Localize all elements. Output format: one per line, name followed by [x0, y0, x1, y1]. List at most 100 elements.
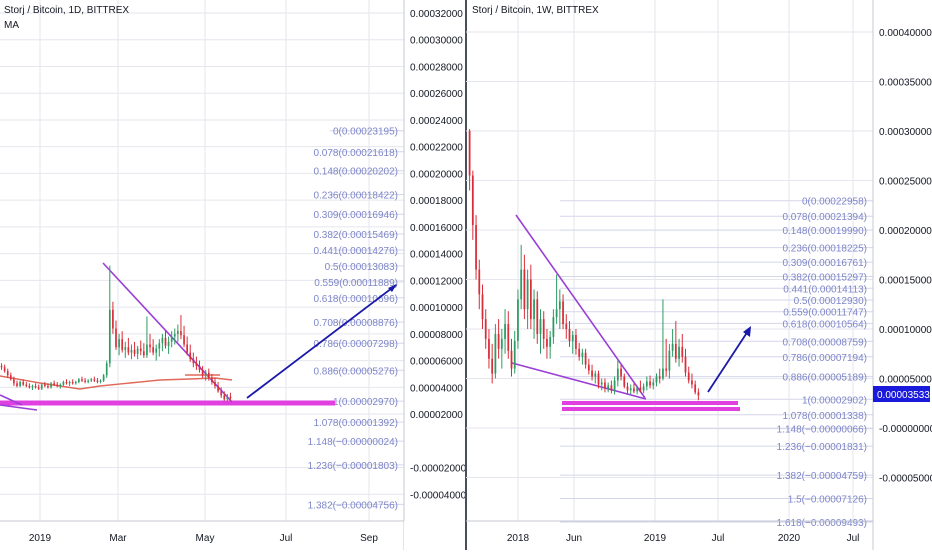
candle-body[interactable]	[587, 364, 590, 371]
candle-body[interactable]	[578, 348, 581, 357]
candle-body[interactable]	[591, 370, 593, 377]
candle-body[interactable]	[220, 391, 223, 396]
candle-body[interactable]	[115, 328, 117, 348]
candle-body[interactable]	[204, 372, 207, 376]
candle-body[interactable]	[146, 344, 148, 356]
candle-body[interactable]	[684, 356, 687, 373]
candle-body[interactable]	[655, 376, 658, 383]
left-chart-panel[interactable]: 0(0.00023195) 0.078(0.00021618) 0.148(0.00…	[0, 0, 467, 550]
candle-body[interactable]	[161, 337, 164, 344]
candle-body[interactable]	[610, 385, 613, 391]
candle-body[interactable]	[62, 381, 65, 385]
candle-body[interactable]	[13, 379, 15, 384]
left-indicator-label[interactable]: MA	[4, 20, 19, 31]
candle-body[interactable]	[520, 269, 523, 300]
candle-body[interactable]	[613, 380, 616, 391]
candle-body[interactable]	[558, 301, 561, 310]
candle-body[interactable]	[34, 385, 37, 388]
candle-body[interactable]	[25, 384, 28, 386]
candle-body[interactable]	[6, 371, 9, 376]
candle-body[interactable]	[616, 368, 619, 381]
candle-body[interactable]	[195, 363, 198, 366]
candle-body[interactable]	[130, 349, 133, 353]
candle-body[interactable]	[183, 335, 185, 345]
candle-body[interactable]	[136, 348, 139, 354]
candle-body[interactable]	[133, 349, 136, 354]
candle-body[interactable]	[173, 333, 176, 337]
candle-body[interactable]	[108, 309, 111, 364]
candle-body[interactable]	[555, 309, 558, 318]
candle-body[interactable]	[56, 384, 59, 386]
candle-body[interactable]	[658, 376, 661, 379]
candle-body[interactable]	[691, 380, 693, 385]
candle-body[interactable]	[65, 381, 68, 384]
candle-body[interactable]	[697, 392, 700, 396]
candle-body[interactable]	[568, 329, 571, 341]
candle-body[interactable]	[694, 384, 697, 393]
candle-body[interactable]	[149, 344, 151, 348]
candle-body[interactable]	[468, 131, 471, 176]
candle-body[interactable]	[74, 381, 77, 384]
left-old-trendline-1[interactable]	[0, 394, 23, 406]
candle-body[interactable]	[575, 334, 577, 349]
candle-body[interactable]	[633, 388, 635, 392]
candle-body[interactable]	[105, 363, 108, 376]
candle-body[interactable]	[526, 279, 529, 310]
candle-body[interactable]	[158, 343, 161, 349]
candle-body[interactable]	[214, 381, 216, 386]
candle-body[interactable]	[571, 334, 574, 341]
candle-body[interactable]	[37, 387, 40, 389]
candle-body[interactable]	[139, 348, 142, 352]
candle-body[interactable]	[565, 324, 568, 329]
candle-body[interactable]	[604, 382, 606, 389]
candle-body[interactable]	[674, 343, 677, 359]
candle-body[interactable]	[491, 358, 494, 374]
candle-body[interactable]	[198, 365, 201, 370]
left-old-trendline-2[interactable]	[0, 404, 38, 411]
candle-body[interactable]	[192, 359, 195, 364]
candle-body[interactable]	[78, 379, 80, 382]
candle-body[interactable]	[84, 380, 86, 382]
candle-body[interactable]	[93, 379, 96, 381]
candle-body[interactable]	[471, 175, 474, 226]
left-projection-arrow[interactable]	[246, 284, 397, 399]
candle-body[interactable]	[629, 388, 632, 391]
candle-body[interactable]	[99, 380, 102, 382]
candle-body[interactable]	[28, 385, 31, 388]
candle-body[interactable]	[584, 352, 587, 365]
candle-body[interactable]	[53, 383, 55, 385]
candle-body[interactable]	[539, 319, 542, 334]
candle-body[interactable]	[90, 379, 93, 381]
candle-body[interactable]	[31, 385, 34, 388]
candle-body[interactable]	[552, 317, 555, 337]
candle-body[interactable]	[687, 372, 690, 381]
right-descending-trendline[interactable]	[515, 214, 646, 399]
candle-body[interactable]	[597, 373, 600, 385]
candle-body[interactable]	[223, 395, 226, 400]
candle-body[interactable]	[581, 352, 584, 357]
candle-body[interactable]	[481, 294, 484, 320]
candle-body[interactable]	[19, 381, 21, 386]
candle-body[interactable]	[549, 336, 552, 347]
candle-body[interactable]	[662, 368, 664, 379]
right-projection-arrow[interactable]	[707, 327, 751, 393]
candle-body[interactable]	[229, 396, 232, 399]
candle-body[interactable]	[121, 339, 124, 350]
candle-body[interactable]	[620, 368, 622, 377]
candle-body[interactable]	[594, 373, 597, 377]
candle-body[interactable]	[678, 346, 680, 359]
candle-body[interactable]	[124, 347, 127, 350]
candle-body[interactable]	[127, 347, 130, 353]
candle-body[interactable]	[81, 379, 83, 381]
candle-body[interactable]	[9, 375, 12, 380]
candle-body[interactable]	[645, 381, 648, 387]
candle-body[interactable]	[478, 269, 481, 295]
candle-body[interactable]	[562, 301, 564, 325]
candle-body[interactable]	[44, 384, 46, 386]
candle-body[interactable]	[671, 343, 674, 351]
candle-body[interactable]	[607, 385, 610, 389]
candle-body[interactable]	[170, 336, 173, 342]
candle-body[interactable]	[68, 381, 71, 384]
candle-body[interactable]	[177, 331, 179, 334]
candle-body[interactable]	[3, 367, 6, 372]
